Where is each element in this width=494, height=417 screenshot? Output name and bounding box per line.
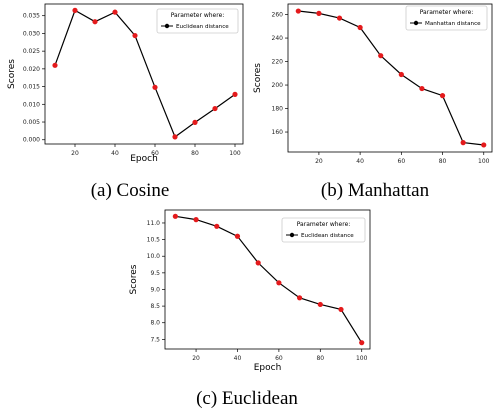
legend-title: Parameter where:	[420, 9, 474, 16]
legend-title: Parameter where:	[171, 12, 225, 19]
y-axis-label: Scores	[129, 264, 139, 294]
x-tick-label: 60	[275, 355, 283, 362]
y-tick-label: 220	[272, 59, 284, 66]
legend-marker	[413, 20, 419, 26]
y-tick-label: 9.5	[150, 270, 160, 277]
data-point	[72, 7, 78, 13]
manhattan-chart: 20 40 60 80 100 160 180 200 220 240 260 Scores Param…	[253, 3, 493, 165]
y-tick-label: 10.0	[147, 253, 161, 260]
x-tick-label: 80	[316, 355, 324, 362]
data-point	[234, 233, 241, 239]
y-tick-label: 8.0	[150, 320, 160, 327]
data-point	[276, 280, 282, 286]
y-tick-label: 0.005	[23, 119, 40, 126]
y-tick-label: 0.015	[23, 84, 40, 91]
y-axis-label: Scores	[7, 59, 17, 89]
data-point	[295, 8, 301, 14]
x-tick-label: 100	[229, 150, 241, 157]
y-tick-label: 0.000	[23, 137, 40, 144]
y-tick-label: 180	[272, 106, 284, 113]
data-point	[214, 223, 220, 229]
data-point	[481, 142, 487, 148]
y-tick-label: 0.035	[23, 13, 40, 20]
y-tick-label: 260	[272, 12, 284, 19]
data-point	[336, 15, 343, 21]
y-tick-label: 9.0	[150, 286, 160, 293]
x-tick-label: 80	[191, 150, 199, 157]
y-tick-label: 0.030	[23, 30, 40, 37]
x-tick-label: 40	[356, 158, 364, 165]
x-tick-label: 60	[151, 150, 159, 157]
y-tick-label: 200	[272, 82, 284, 89]
data-point	[112, 9, 118, 15]
data-point	[193, 217, 199, 223]
data-point	[359, 340, 365, 346]
y-tick-label: 8.5	[150, 303, 160, 310]
data-point	[132, 32, 138, 39]
cosine-caption: (a) Cosine	[90, 180, 170, 201]
y-tick-label: 0.020	[23, 66, 40, 73]
data-point	[296, 295, 303, 301]
data-point	[317, 301, 323, 308]
x-tick-label: 40	[234, 355, 242, 362]
legend-box	[281, 217, 366, 243]
x-tick-label: 100	[478, 158, 490, 165]
series-line	[298, 10, 484, 146]
y-tick-label: 10.5	[147, 237, 161, 244]
data-point	[152, 84, 158, 90]
series-line	[175, 215, 363, 344]
x-tick-label: 80	[439, 158, 447, 165]
data-point	[52, 62, 58, 68]
plot-frame	[164, 209, 371, 350]
x-tick-label: 100	[356, 355, 368, 362]
cosine-chart: 20 40 60 80 100 0.000 0.005 0.010 0.015 0.020 0.02…	[7, 3, 244, 164]
data-point	[172, 213, 178, 219]
euclidean-chart: 20 40 60 80 100 7.5 8.0 8.5 9.0 9.5 10.0 10.5 11.0 Ep…	[129, 209, 371, 373]
y-tick-label: 0.010	[23, 101, 40, 108]
x-tick-label: 40	[111, 150, 119, 157]
legend-entry: Manhattan distance	[425, 21, 481, 27]
data-point	[439, 93, 446, 99]
y-tick-label: 160	[272, 129, 284, 136]
data-point	[378, 53, 384, 59]
x-tick-label: 60	[398, 158, 406, 165]
x-tick-label: 20	[315, 158, 323, 165]
x-axis-label: Epoch	[254, 363, 282, 373]
legend-entry: Euclidean distance	[176, 24, 229, 30]
y-tick-label: 7.5	[150, 336, 160, 343]
data-point	[255, 260, 261, 266]
legend-marker	[289, 232, 295, 238]
data-point	[172, 134, 178, 140]
legend-box	[405, 5, 488, 31]
y-tick-label: 240	[272, 35, 284, 42]
legend-marker	[164, 23, 170, 29]
x-axis-label: Epoch	[130, 154, 158, 164]
manhattan-caption: (b) Manhattan	[320, 180, 430, 201]
legend-title: Parameter where:	[297, 221, 351, 228]
data-point	[232, 91, 238, 97]
data-point	[398, 71, 404, 78]
plot-frame	[287, 3, 493, 153]
y-tick-label: 11.0	[147, 220, 161, 227]
legend-entry: Euclidean distance	[301, 233, 354, 239]
plot-frame	[44, 3, 244, 145]
data-point	[212, 105, 218, 112]
euclidean-caption: (c) Euclidean	[196, 388, 298, 409]
series-line	[54, 9, 236, 138]
legend-box	[156, 8, 239, 34]
x-tick-label: 20	[192, 355, 200, 362]
data-point	[192, 119, 198, 125]
y-tick-label: 0.025	[23, 48, 40, 55]
data-point	[460, 140, 466, 146]
data-point	[419, 85, 425, 92]
data-point	[316, 10, 322, 16]
data-point	[338, 306, 344, 313]
data-point	[357, 24, 363, 31]
y-axis-label: Scores	[253, 63, 263, 93]
x-tick-label: 20	[71, 150, 79, 157]
data-point	[92, 19, 98, 25]
